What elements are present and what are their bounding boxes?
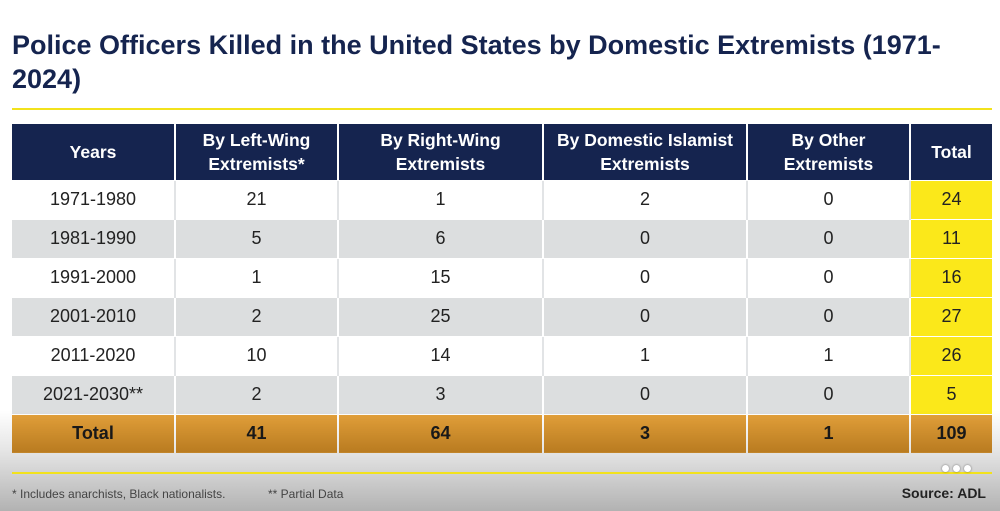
cell-left-wing: 21 — [175, 179, 339, 219]
source-credit: Source: ADL — [901, 485, 986, 501]
table-row: 2011-2020 10 14 1 1 26 — [12, 335, 992, 375]
data-table: Years By Left-Wing Extremists* By Right-… — [12, 124, 992, 453]
cell-years: 2001-2010 — [12, 296, 176, 336]
header-total: Total — [910, 124, 992, 180]
totals-label: Total — [12, 413, 176, 453]
cell-years: 2011-2020 — [12, 335, 176, 375]
cell-total: 26 — [910, 335, 992, 375]
cell-left-wing: 2 — [175, 296, 339, 336]
totals-row: Total 41 64 3 1 109 — [12, 413, 992, 453]
page-title: Police Officers Killed in the United Sta… — [12, 30, 941, 94]
cell-left-wing: 5 — [175, 218, 339, 258]
header-other: By Other Extremists — [747, 124, 911, 180]
header-islamist: By Domestic Islamist Extremists — [543, 124, 748, 180]
cell-islamist: 1 — [543, 335, 748, 375]
cell-total: 27 — [910, 296, 992, 336]
header-left-wing: By Left-Wing Extremists* — [175, 124, 339, 180]
cell-right-wing: 1 — [338, 179, 544, 219]
dot — [952, 464, 960, 472]
footnote-partial-data: ** Partial Data — [268, 487, 344, 501]
cell-total: 24 — [910, 179, 992, 219]
cell-other: 0 — [747, 296, 911, 336]
cell-other: 0 — [747, 218, 911, 258]
cell-other: 1 — [747, 335, 911, 375]
cell-other: 0 — [747, 257, 911, 297]
footer-divider — [12, 472, 992, 474]
cell-right-wing: 25 — [338, 296, 544, 336]
table-header-row: Years By Left-Wing Extremists* By Right-… — [12, 124, 992, 180]
cell-total: 16 — [910, 257, 992, 297]
totals-grand-total: 109 — [910, 413, 992, 453]
cell-other: 0 — [747, 179, 911, 219]
cell-left-wing: 1 — [175, 257, 339, 297]
totals-other: 1 — [747, 413, 911, 453]
table-row: 1971-1980 21 1 2 0 24 — [12, 179, 992, 219]
cell-islamist: 2 — [543, 179, 748, 219]
dot — [941, 464, 949, 472]
cell-years: 1981-1990 — [12, 218, 176, 258]
dot — [963, 464, 971, 472]
cell-right-wing: 15 — [338, 257, 544, 297]
table-row: 1991-2000 1 15 0 0 16 — [12, 257, 992, 297]
cell-right-wing: 3 — [338, 374, 544, 414]
cell-right-wing: 14 — [338, 335, 544, 375]
cell-left-wing: 10 — [175, 335, 339, 375]
cell-islamist: 0 — [543, 218, 748, 258]
cell-islamist: 0 — [543, 374, 748, 414]
table-row: 2001-2010 2 25 0 0 27 — [12, 296, 992, 336]
cell-islamist: 0 — [543, 296, 748, 336]
totals-right-wing: 64 — [338, 413, 544, 453]
cell-years: 1991-2000 — [12, 257, 176, 297]
table-row: 1981-1990 5 6 0 0 11 — [12, 218, 992, 258]
footnote-left-wing: * Includes anarchists, Black nationalist… — [12, 487, 226, 501]
title-divider — [12, 108, 992, 110]
header-right-wing: By Right-Wing Extremists — [338, 124, 544, 180]
table-row: 2021-2030** 2 3 0 0 5 — [12, 374, 992, 414]
totals-left-wing: 41 — [175, 413, 339, 453]
more-horizontal-icon[interactable] — [936, 460, 976, 476]
totals-islamist: 3 — [543, 413, 748, 453]
cell-years: 1971-1980 — [12, 179, 176, 219]
cell-other: 0 — [747, 374, 911, 414]
cell-total: 11 — [910, 218, 992, 258]
cell-years: 2021-2030** — [12, 374, 176, 414]
header-years: Years — [12, 124, 176, 180]
cell-islamist: 0 — [543, 257, 748, 297]
cell-total: 5 — [910, 374, 992, 414]
cell-right-wing: 6 — [338, 218, 544, 258]
cell-left-wing: 2 — [175, 374, 339, 414]
